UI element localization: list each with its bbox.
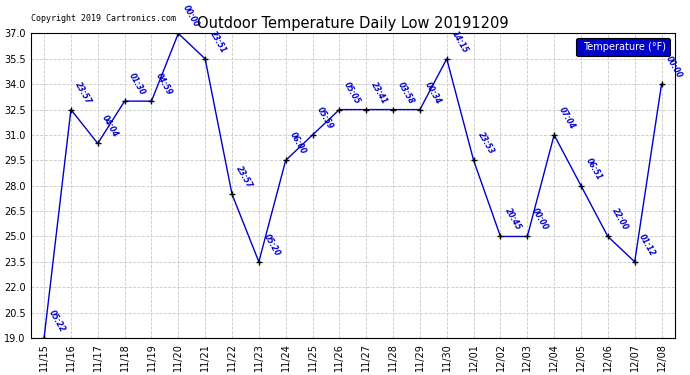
Text: Copyright 2019 Cartronics.com: Copyright 2019 Cartronics.com [30,14,176,23]
Text: 00:00: 00:00 [530,207,550,232]
Text: 23:41: 23:41 [369,80,388,105]
Text: 07:04: 07:04 [557,105,577,131]
Text: 06:51: 06:51 [584,156,604,182]
Text: 14:15: 14:15 [449,29,469,55]
Text: 01:30: 01:30 [127,72,147,97]
Text: 23:57: 23:57 [235,165,255,190]
Text: 00:00: 00:00 [181,4,201,29]
Text: 05:05: 05:05 [342,80,362,105]
Text: 04:59: 04:59 [154,72,174,97]
Legend: Temperature (°F): Temperature (°F) [576,38,670,56]
Text: 03:58: 03:58 [396,80,415,105]
Text: 05:20: 05:20 [262,232,282,258]
Text: 22:00: 22:00 [611,207,631,232]
Text: 20:45: 20:45 [503,207,523,232]
Text: 00:34: 00:34 [422,80,442,105]
Text: 05:22: 05:22 [47,309,66,334]
Text: 05:59: 05:59 [315,105,335,131]
Title: Outdoor Temperature Daily Low 20191209: Outdoor Temperature Daily Low 20191209 [197,16,509,31]
Text: 06:00: 06:00 [288,131,308,156]
Text: 23:57: 23:57 [74,80,93,105]
Text: 23:53: 23:53 [476,131,496,156]
Text: 00:00: 00:00 [664,55,684,80]
Text: 01:12: 01:12 [638,232,657,258]
Text: 23:51: 23:51 [208,29,228,55]
Text: 04:04: 04:04 [101,114,120,139]
